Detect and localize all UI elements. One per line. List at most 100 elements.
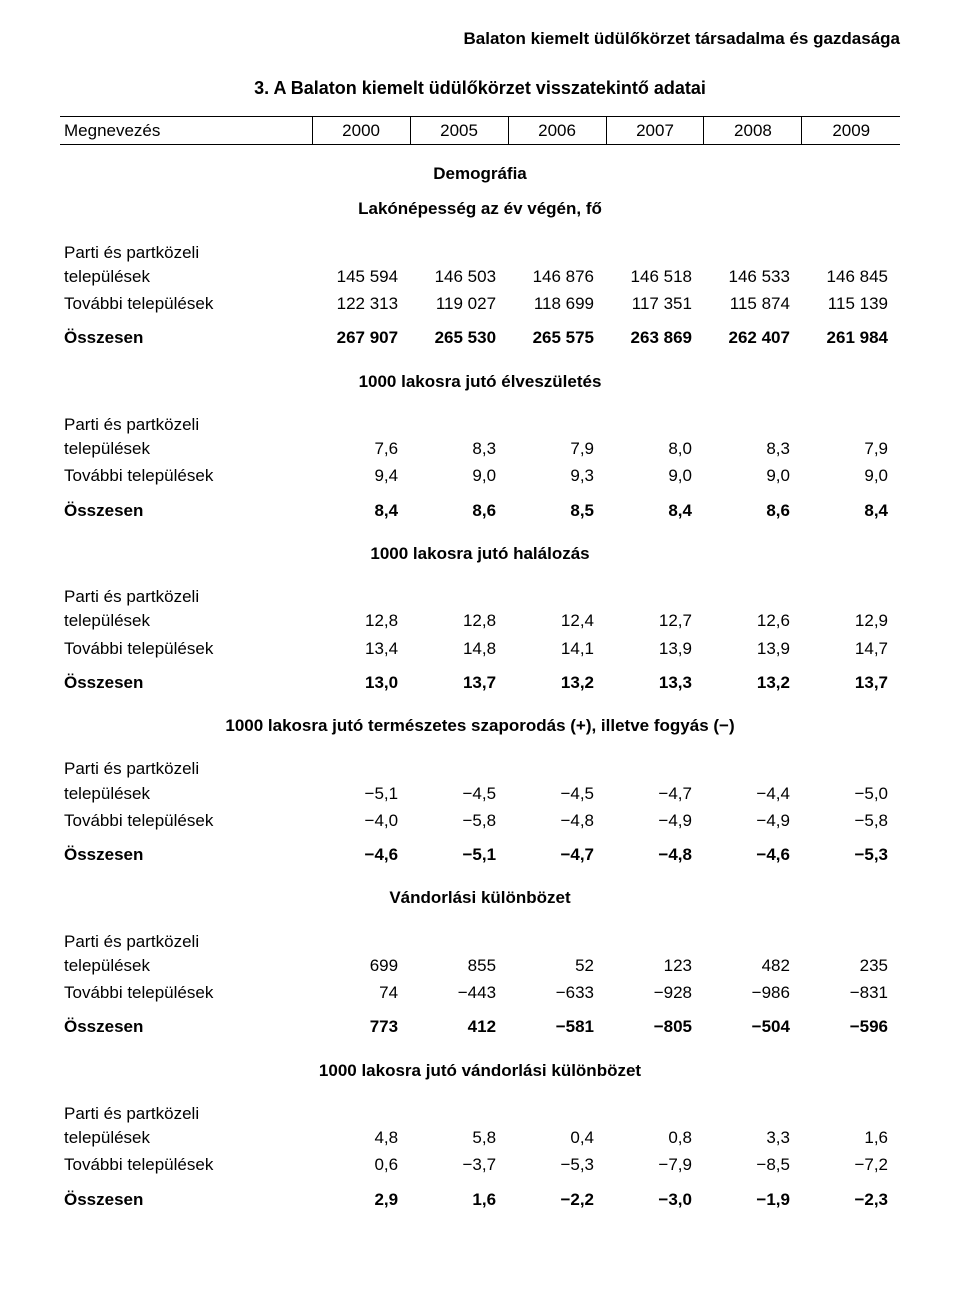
cell-value: 52: [508, 952, 606, 979]
cell-value: 7,9: [802, 435, 900, 462]
cell-value: 9,0: [802, 462, 900, 489]
section-heading: Demográfia: [60, 145, 900, 195]
cell-value: 4,8: [312, 1124, 410, 1151]
cell-value: 265 530: [410, 317, 508, 352]
cell-value: 2,9: [312, 1179, 410, 1214]
cell-value: −1,9: [704, 1179, 802, 1214]
cell-value: 1,6: [410, 1179, 508, 1214]
cell-value: 265 575: [508, 317, 606, 352]
cell-value: −986: [704, 979, 802, 1006]
col-year: 2006: [508, 116, 606, 144]
section-heading: 1000 lakosra jutó halálozás: [60, 525, 900, 574]
row-label: Parti és partközeli: [60, 1091, 312, 1124]
table-row: Parti és partközeli: [60, 574, 900, 607]
cell-value: [410, 574, 508, 607]
table-header: Megnevezés 2000 2005 2006 2007 2008 2009: [60, 116, 900, 144]
cell-value: −4,9: [606, 807, 704, 834]
cell-value: [410, 1091, 508, 1124]
table-body: Demográfia Lakónépesség az év végén, fő …: [60, 145, 900, 1214]
row-label: További települések: [60, 462, 312, 489]
table-row: Parti és partközeli: [60, 919, 900, 952]
cell-value: 146 845: [802, 263, 900, 290]
cell-value: −5,0: [802, 780, 900, 807]
row-label: Parti és partközeli: [60, 746, 312, 779]
cell-value: [802, 746, 900, 779]
cell-value: −596: [802, 1006, 900, 1041]
cell-value: −831: [802, 979, 900, 1006]
cell-value: −504: [704, 1006, 802, 1041]
cell-value: [312, 574, 410, 607]
cell-value: 12,8: [410, 607, 508, 634]
cell-value: [802, 230, 900, 263]
cell-value: [606, 1091, 704, 1124]
row-label: További települések: [60, 635, 312, 662]
col-year: 2008: [704, 116, 802, 144]
cell-value: −4,7: [508, 834, 606, 869]
cell-value: 262 407: [704, 317, 802, 352]
table-row: További települések9,49,09,39,09,09,0: [60, 462, 900, 489]
table-row: települések4,85,80,40,83,31,6: [60, 1124, 900, 1151]
table-row: További települések74−443−633−928−986−83…: [60, 979, 900, 1006]
cell-value: [704, 574, 802, 607]
row-label: Összesen: [60, 1006, 312, 1041]
cell-value: 9,3: [508, 462, 606, 489]
cell-value: [410, 919, 508, 952]
cell-value: 146 876: [508, 263, 606, 290]
cell-value: 13,2: [508, 662, 606, 697]
row-label: Parti és partközeli: [60, 230, 312, 263]
row-label: települések: [60, 952, 312, 979]
cell-value: −2,2: [508, 1179, 606, 1214]
cell-value: −4,5: [508, 780, 606, 807]
cell-value: 9,0: [410, 462, 508, 489]
cell-value: 12,8: [312, 607, 410, 634]
cell-value: −633: [508, 979, 606, 1006]
table-row: települések69985552123482235: [60, 952, 900, 979]
cell-value: [312, 919, 410, 952]
row-label: települések: [60, 1124, 312, 1151]
section-heading: 1000 lakosra jutó vándorlási különbözet: [60, 1042, 900, 1091]
cell-value: −7,2: [802, 1151, 900, 1178]
cell-value: −5,3: [508, 1151, 606, 1178]
table-row: Összesen2,91,6−2,2−3,0−1,9−2,3: [60, 1179, 900, 1214]
section-heading-text: 1000 lakosra jutó vándorlási különbözet: [60, 1042, 900, 1091]
cell-value: 8,6: [410, 490, 508, 525]
cell-value: −3,0: [606, 1179, 704, 1214]
cell-value: 12,4: [508, 607, 606, 634]
cell-value: 0,8: [606, 1124, 704, 1151]
cell-value: 3,3: [704, 1124, 802, 1151]
section-heading-text: Demográfia: [60, 145, 900, 195]
cell-value: −581: [508, 1006, 606, 1041]
row-label: További települések: [60, 1151, 312, 1178]
cell-value: [606, 746, 704, 779]
cell-value: −4,8: [508, 807, 606, 834]
cell-value: 7,6: [312, 435, 410, 462]
row-label: Összesen: [60, 317, 312, 352]
cell-value: 5,8: [410, 1124, 508, 1151]
table-row: További települések−4,0−5,8−4,8−4,9−4,9−…: [60, 807, 900, 834]
col-year: 2009: [802, 116, 900, 144]
cell-value: [802, 919, 900, 952]
cell-value: 773: [312, 1006, 410, 1041]
table-row: További települések13,414,814,113,913,91…: [60, 635, 900, 662]
cell-value: [704, 1091, 802, 1124]
col-year: 2007: [606, 116, 704, 144]
cell-value: [312, 230, 410, 263]
cell-value: [312, 1091, 410, 1124]
cell-value: [606, 574, 704, 607]
document-title: 3. A Balaton kiemelt üdülőkörzet visszat…: [60, 77, 900, 100]
row-label: települések: [60, 607, 312, 634]
section-heading: Lakónépesség az év végén, fő: [60, 194, 900, 229]
cell-value: 9,0: [704, 462, 802, 489]
cell-value: [410, 230, 508, 263]
col-year: 2000: [312, 116, 410, 144]
cell-value: 12,7: [606, 607, 704, 634]
cell-value: 13,3: [606, 662, 704, 697]
row-label: További települések: [60, 807, 312, 834]
cell-value: 74: [312, 979, 410, 1006]
table-row: Összesen773412−581−805−504−596: [60, 1006, 900, 1041]
cell-value: 261 984: [802, 317, 900, 352]
cell-value: 123: [606, 952, 704, 979]
cell-value: −4,6: [704, 834, 802, 869]
cell-value: 8,5: [508, 490, 606, 525]
cell-value: 263 869: [606, 317, 704, 352]
